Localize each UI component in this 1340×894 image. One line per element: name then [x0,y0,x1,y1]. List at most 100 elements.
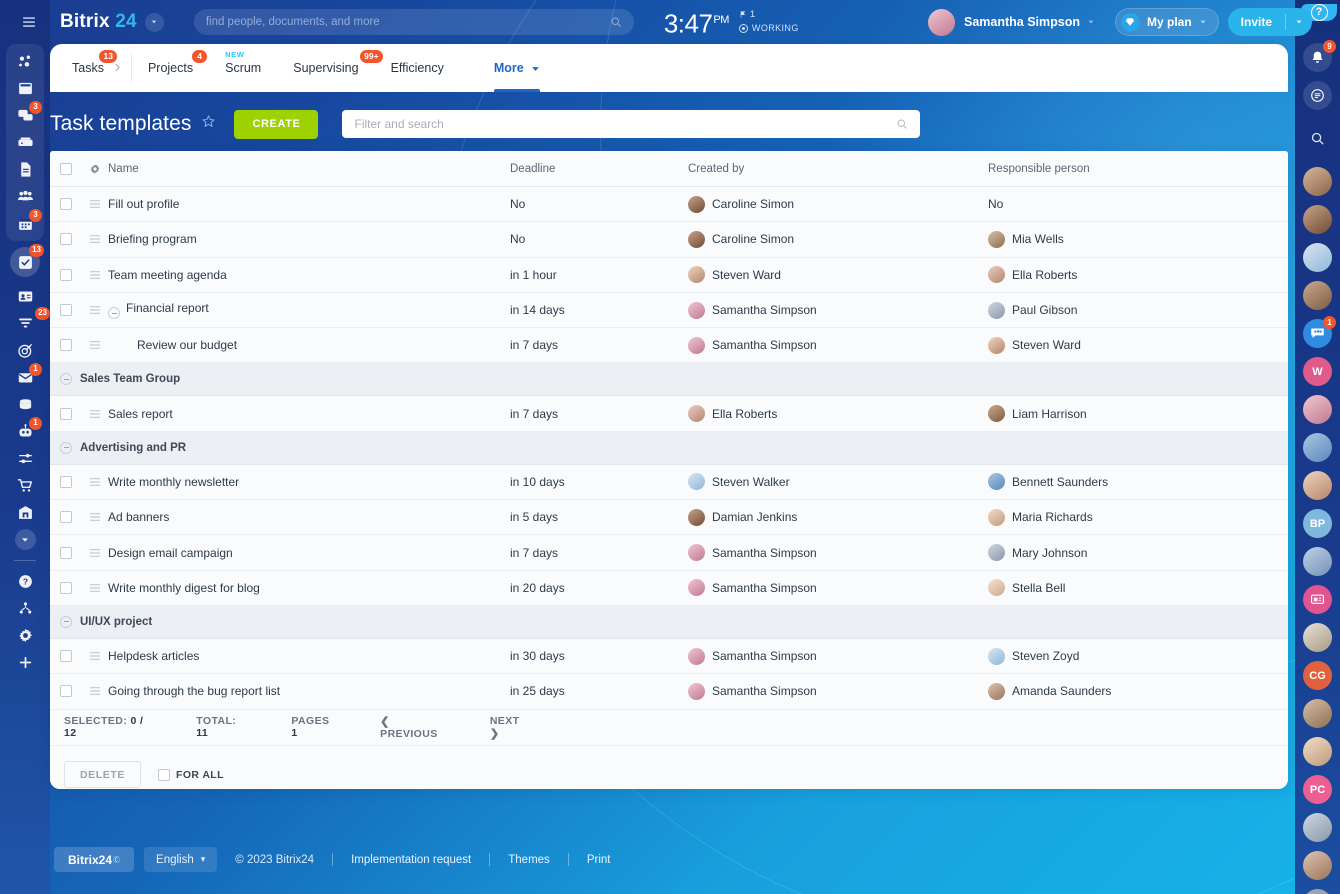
cell-task-name[interactable]: Financial report [108,301,510,320]
person[interactable]: Samantha Simpson [688,682,988,700]
table-row[interactable]: Write monthly digest for blog in 20 days S… [50,570,1288,606]
themes-link[interactable]: Themes [508,853,550,866]
sidebar-item-network-activity[interactable] [6,48,44,75]
collapse-icon[interactable] [60,441,72,454]
sidebar-item-employees-group[interactable] [6,183,44,210]
sidebar-item-target-goal[interactable] [6,337,44,364]
right-rail-icon-item[interactable] [1303,585,1332,614]
row-checkbox[interactable] [60,268,72,281]
chevron-right-icon[interactable] [114,61,121,75]
row-checkbox[interactable] [60,685,72,698]
hamburger-menu-icon[interactable] [14,7,44,37]
avatar[interactable] [1303,699,1332,728]
star-icon[interactable] [201,114,216,134]
tab-scrum[interactable]: NEW Scrum [209,44,277,92]
row-select-cell[interactable] [50,546,82,559]
cell-task-name[interactable]: Write monthly digest for blog [108,581,510,595]
table-row[interactable]: Briefing program No Caroline Simon Mia Well… [50,222,1288,258]
sidebar-item-documents[interactable] [6,156,44,183]
sidebar-item-sitemap[interactable] [6,595,44,622]
person[interactable]: Ella Roberts [988,266,1288,284]
person[interactable]: Caroline Simon [688,195,988,213]
delete-button[interactable]: DELETE [64,761,142,789]
tab-projects[interactable]: Projects 4 [132,44,209,92]
avatar[interactable] [1303,395,1332,424]
row-checkbox[interactable] [60,304,72,317]
drag-handle-icon[interactable] [82,651,108,661]
cell-task-name[interactable]: Sales report [108,407,510,421]
person[interactable]: Damian Jenkins [688,508,988,526]
sidebar-item-crm-funnel[interactable]: 23 [6,307,50,337]
row-select-cell[interactable] [50,407,82,420]
row-select-cell[interactable] [50,650,82,663]
group-header-row[interactable]: Sales Team Group [50,363,1288,397]
sidebar-item-settings-sliders[interactable] [6,445,44,472]
person[interactable]: Ella Roberts [688,405,988,423]
sidebar-item-settings[interactable] [6,622,44,649]
drag-handle-icon[interactable] [82,548,108,558]
sidebar-item-chat[interactable]: 3 [6,101,44,129]
collapse-icon[interactable] [60,373,72,386]
table-row[interactable]: Ad banners in 5 days Damian Jenkins Maria R… [50,500,1288,536]
row-checkbox[interactable] [60,198,72,211]
sidebar-item-online-store-cart[interactable] [6,472,44,499]
avatar[interactable]: W [1303,357,1332,386]
right-rail-icon-item[interactable] [1303,889,1332,894]
table-row[interactable]: Helpdesk articles in 30 days Samantha Simp… [50,638,1288,675]
cell-task-name[interactable]: Ad banners [108,510,510,524]
right-rail-icon-item[interactable]: 1 [1303,316,1336,348]
cell-task-name[interactable]: Going through the bug report list [108,684,510,698]
row-select-cell[interactable] [50,268,82,281]
right-rail-avatar-item[interactable] [1303,395,1332,424]
chevron-down-icon[interactable] [1199,13,1207,31]
drag-handle-icon[interactable] [82,199,108,209]
cell-task-name[interactable]: Helpdesk articles [108,649,510,663]
my-plan-button[interactable]: My plan [1114,8,1219,36]
sidebar-item-calendar[interactable]: 3 [6,209,44,237]
footer-logo[interactable]: Bitrix24 Ⓒ [54,847,135,872]
avatar[interactable] [1303,281,1332,310]
sidebar-item-company-building[interactable] [6,499,44,526]
person[interactable]: Liam Harrison [988,405,1288,423]
avatar[interactable]: PC [1303,775,1332,804]
avatar[interactable] [1303,243,1332,272]
sidebar-item-sites[interactable] [6,391,44,418]
search-input[interactable] [205,16,610,28]
for-all-toggle[interactable]: FOR ALL [158,768,224,781]
right-rail-avatar-item[interactable] [1303,243,1332,272]
avatar[interactable] [1303,205,1332,234]
right-rail-avatar-item[interactable]: PC [1303,775,1332,804]
collapse-icon[interactable] [60,615,72,628]
cell-task-name[interactable]: Review our budget [108,338,510,352]
row-select-cell[interactable] [50,511,82,524]
drag-handle-icon[interactable] [82,512,108,522]
global-search[interactable] [193,9,634,35]
right-rail-avatar-item[interactable] [1303,205,1332,234]
table-row[interactable]: Fill out profile No Caroline Simon No [50,187,1288,223]
row-checkbox[interactable] [60,581,72,594]
row-select-cell[interactable] [50,685,82,698]
drag-handle-icon[interactable] [82,270,108,280]
cell-task-name[interactable]: Team meeting agenda [108,268,510,282]
person[interactable]: Mia Wells [988,230,1288,248]
table-row[interactable]: Design email campaign in 7 days Samantha S… [50,535,1288,571]
right-rail-avatar-item[interactable] [1303,813,1332,842]
drag-handle-icon[interactable] [82,305,108,315]
cell-task-name[interactable]: Briefing program [108,232,510,246]
table-row[interactable]: Financial report in 14 days Samantha Simps… [50,292,1288,329]
table-row[interactable]: Team meeting agenda in 1 hour Steven Ward E… [50,257,1288,293]
person[interactable]: Steven Ward [688,266,988,284]
drag-handle-icon[interactable] [82,409,108,419]
avatar[interactable] [1303,851,1332,880]
avatar[interactable]: CG [1303,661,1332,690]
person[interactable]: Samantha Simpson [688,544,988,562]
person[interactable]: Paul Gibson [988,301,1288,319]
language-selector[interactable]: English ▾ [144,847,218,872]
right-search-icon[interactable] [1303,131,1332,146]
avatar[interactable] [1303,623,1332,652]
user-menu[interactable]: Samantha Simpson My plan Invite [927,8,1312,36]
row-checkbox[interactable] [60,650,72,663]
row-checkbox[interactable] [60,511,72,524]
right-rail-avatar-item[interactable] [1303,737,1332,766]
calendar-icon[interactable] [1303,889,1332,894]
